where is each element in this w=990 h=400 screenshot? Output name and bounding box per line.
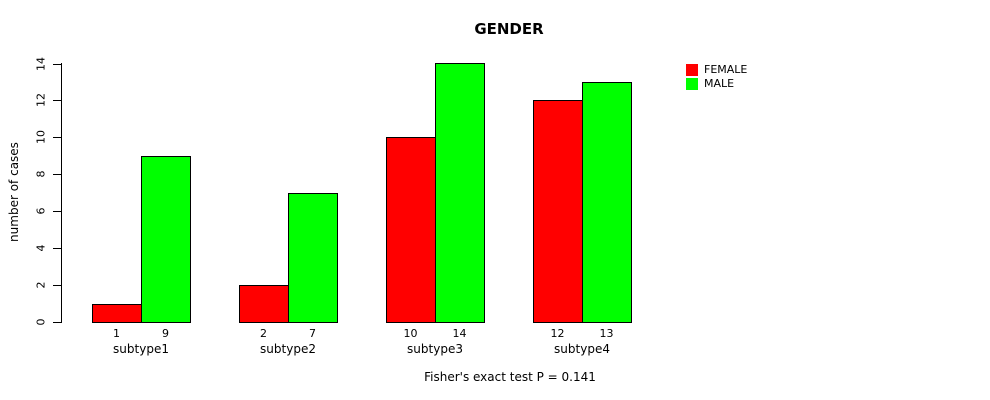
bar-male-subtype1 bbox=[141, 156, 191, 323]
y-tick-mark bbox=[53, 100, 61, 101]
bar-value-label: 12 bbox=[550, 327, 565, 340]
bar-value-label: 13 bbox=[599, 327, 614, 340]
bar-female-subtype4 bbox=[533, 100, 583, 323]
bar-value-label: 1 bbox=[113, 327, 120, 340]
y-tick-label: 0 bbox=[34, 318, 48, 326]
bar-male-subtype3 bbox=[435, 63, 485, 323]
category-label-subtype3: subtype3 bbox=[407, 342, 463, 356]
y-tick-label: 8 bbox=[34, 170, 48, 178]
female-swatch bbox=[686, 64, 698, 76]
bar-value-label: 7 bbox=[309, 327, 316, 340]
y-tick-mark bbox=[53, 248, 61, 249]
bar-value-label: 2 bbox=[260, 327, 267, 340]
bar-male-subtype2 bbox=[288, 193, 338, 323]
y-tick-label: 2 bbox=[34, 281, 48, 289]
category-label-subtype4: subtype4 bbox=[554, 342, 610, 356]
legend-label-male: MALE bbox=[704, 77, 735, 90]
bar-female-subtype3 bbox=[386, 137, 436, 323]
y-axis-line bbox=[61, 63, 62, 323]
y-tick-mark bbox=[53, 174, 61, 175]
bar-value-label: 10 bbox=[403, 327, 418, 340]
y-tick-label: 6 bbox=[34, 207, 48, 215]
category-label-subtype1: subtype1 bbox=[113, 342, 169, 356]
bar-value-label: 9 bbox=[162, 327, 169, 340]
y-tick-mark bbox=[53, 322, 61, 323]
y-tick-label: 10 bbox=[34, 130, 48, 144]
male-swatch bbox=[686, 78, 698, 90]
legend: FEMALE MALE bbox=[686, 64, 747, 92]
y-tick-mark bbox=[53, 285, 61, 286]
bar-value-label: 14 bbox=[452, 327, 467, 340]
bar-female-subtype2 bbox=[239, 285, 289, 323]
y-tick-mark bbox=[53, 211, 61, 212]
y-tick-label: 4 bbox=[34, 244, 48, 252]
y-tick-mark bbox=[53, 137, 61, 138]
y-tick-label: 14 bbox=[34, 57, 48, 71]
chart-title: GENDER bbox=[474, 20, 544, 38]
y-axis-label: number of cases bbox=[7, 142, 21, 242]
legend-row-male: MALE bbox=[686, 78, 747, 90]
category-label-subtype2: subtype2 bbox=[260, 342, 316, 356]
y-tick-label: 12 bbox=[34, 93, 48, 107]
statistics-caption: Fisher's exact test P = 0.141 bbox=[424, 370, 596, 384]
legend-row-female: FEMALE bbox=[686, 64, 747, 76]
y-tick-mark bbox=[53, 64, 61, 65]
bar-female-subtype1 bbox=[92, 304, 142, 323]
legend-label-female: FEMALE bbox=[704, 63, 748, 76]
bar-male-subtype4 bbox=[582, 82, 632, 323]
